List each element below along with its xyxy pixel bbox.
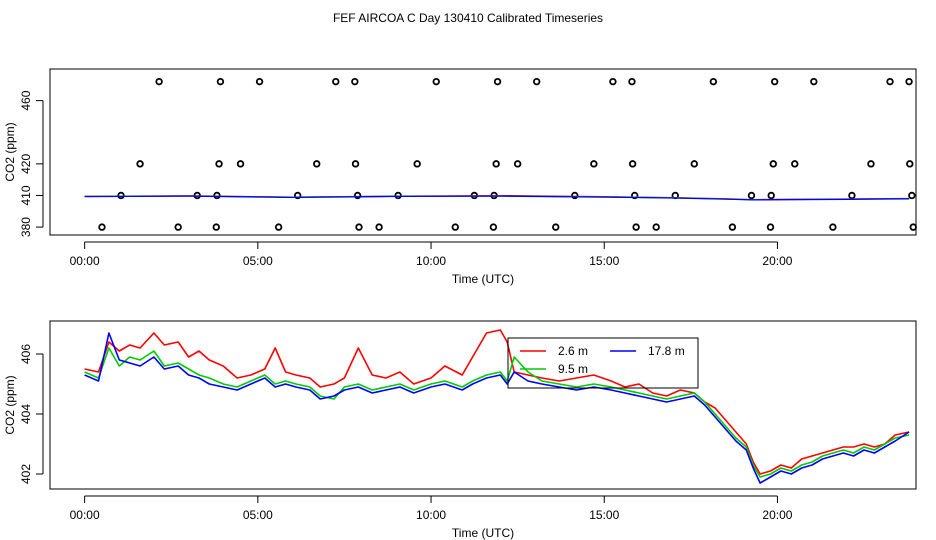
x-axis-label: Time (UTC) <box>452 272 514 286</box>
legend-box <box>507 337 699 389</box>
data-point-circle <box>98 223 106 231</box>
y-tick-label: 420 <box>19 154 33 174</box>
data-point-circle <box>215 160 223 168</box>
data-point-circle <box>906 160 914 168</box>
data-point-circle <box>332 77 340 86</box>
data-point-circle <box>274 223 283 231</box>
y-tick-label: 406 <box>19 344 33 364</box>
bottom-panel: 00:00 05:00 10:00 15:00 20:00 Time (UTC) 402 40… <box>3 320 917 540</box>
legend-label: 2.6 m <box>558 344 588 358</box>
y-axis-label: CO2 (ppm) <box>3 122 17 181</box>
x-tick-label: 05:00 <box>243 508 273 522</box>
data-point-circle <box>652 223 660 231</box>
x-tick-label: 00:00 <box>70 508 100 522</box>
x-tick-label: 20:00 <box>762 254 792 268</box>
x-tick-label: 10:00 <box>416 254 446 268</box>
series-line-17-8-m <box>84 195 910 201</box>
y-tick-label: 410 <box>19 185 33 205</box>
data-point-circle <box>313 160 321 168</box>
data-point-circle <box>609 77 617 86</box>
data-point-circle <box>770 77 779 86</box>
data-point-circle <box>769 160 777 168</box>
data-point-circle <box>492 160 500 168</box>
data-point-circle <box>628 77 636 86</box>
data-point-circle <box>728 223 737 231</box>
data-point-circle <box>829 223 837 231</box>
data-point-circle <box>375 223 383 231</box>
data-point-circle <box>255 77 264 86</box>
data-point-circle <box>216 77 225 86</box>
data-point-circle <box>353 191 362 200</box>
data-point-circle <box>909 223 917 231</box>
data-point-circle <box>747 191 756 200</box>
data-point-circle <box>867 160 875 168</box>
data-point-circle <box>908 191 916 200</box>
y-axis-label: CO2 (ppm) <box>3 375 17 434</box>
data-point-circle <box>791 160 799 168</box>
data-point-circle <box>905 77 913 86</box>
data-point-circle <box>631 191 639 200</box>
data-point-circle <box>532 77 541 86</box>
data-point-circle <box>355 223 363 231</box>
x-tick-label: 20:00 <box>762 508 792 522</box>
data-point-circle <box>174 223 182 231</box>
data-point-circle <box>413 160 421 168</box>
data-point-circle <box>136 160 144 168</box>
data-point-circle <box>451 223 459 231</box>
data-point-circle <box>212 223 220 231</box>
data-point-circle <box>571 191 579 200</box>
data-point-circle <box>432 77 440 86</box>
x-tick-label: 15:00 <box>589 254 619 268</box>
x-tick-label: 05:00 <box>243 254 273 268</box>
data-point-circle <box>848 191 856 200</box>
series-line-9-5-m <box>84 347 910 478</box>
plot-frame <box>49 68 917 236</box>
x-axis-label: Time (UTC) <box>452 526 514 540</box>
data-point-circle <box>293 191 302 200</box>
y-tick-label: 404 <box>19 404 33 424</box>
x-tick-label: 10:00 <box>416 508 446 522</box>
data-point-circle <box>351 77 359 86</box>
y-tick-label: 380 <box>19 217 33 237</box>
legend-label: 9.5 m <box>558 362 588 376</box>
plot-frame <box>49 320 917 490</box>
data-point-circle <box>767 191 775 200</box>
y-tick-label: 402 <box>19 464 33 484</box>
data-point-circle <box>213 191 221 200</box>
y-tick-label: 460 <box>19 90 33 110</box>
data-point-circle <box>493 77 502 86</box>
series-line-2-6-m <box>84 329 910 475</box>
series-line-17-8-m <box>84 332 910 484</box>
x-tick-label: 00:00 <box>70 254 100 268</box>
top-panel: 00:00 05:00 10:00 15:00 20:00 Time (UTC) 380 42… <box>3 68 917 286</box>
data-point-circle <box>766 223 775 231</box>
chart-title: FEF AIRCOA C Day 130410 Calibrated Times… <box>333 11 603 25</box>
data-point-circle <box>709 77 718 86</box>
data-point-circle <box>628 160 637 168</box>
data-point-circle <box>155 77 163 86</box>
data-point-circle <box>810 77 818 86</box>
legend-label: 17.8 m <box>648 344 685 358</box>
data-point-circle <box>690 160 699 168</box>
data-point-circle <box>513 160 522 168</box>
data-point-circle <box>886 77 894 86</box>
x-tick-label: 15:00 <box>589 508 619 522</box>
data-point-circle <box>590 160 598 168</box>
data-point-circle <box>552 223 560 231</box>
data-point-circle <box>351 160 360 168</box>
data-point-circle <box>236 160 245 168</box>
data-point-circle <box>632 223 640 231</box>
data-point-circle <box>489 223 498 231</box>
